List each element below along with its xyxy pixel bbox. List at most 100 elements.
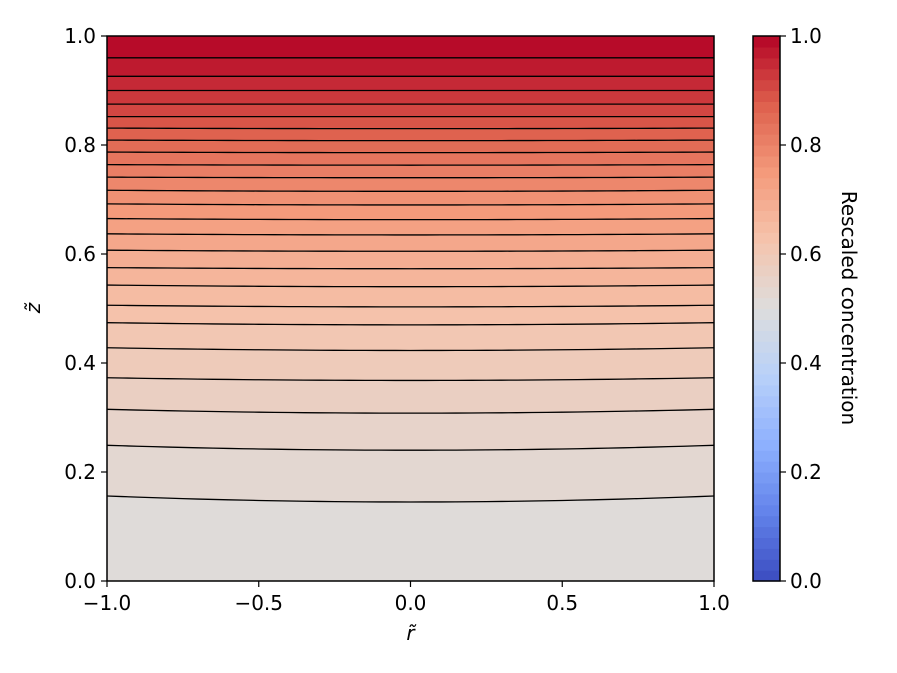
y-tick-label: 0.8 [64, 133, 96, 157]
colorbar-segment [753, 570, 780, 582]
colorbar-segment [753, 504, 780, 517]
colorbar-segment [753, 68, 780, 81]
contour-fill-band [107, 189, 714, 206]
colorbar-segment [753, 90, 780, 102]
y-axis-label: z̃ [21, 302, 45, 314]
y-tick-label: 0.2 [64, 460, 96, 484]
colorbar-tick-label: 0.8 [790, 133, 822, 157]
contour-line [107, 189, 714, 192]
colorbar [753, 36, 780, 582]
x-axis-label: r̃ [406, 621, 417, 645]
colorbar-segment [753, 264, 780, 277]
colorbar-segment [753, 79, 780, 92]
contour-fill-band [107, 127, 714, 141]
colorbar-segment [753, 515, 780, 528]
contour-line [107, 151, 714, 154]
colorbar-segment [753, 145, 780, 157]
contour-line [107, 176, 714, 179]
colorbar-tick-label: 1.0 [790, 24, 822, 48]
colorbar-segment [753, 384, 780, 397]
colorbar-segment [753, 352, 780, 364]
x-tick-label: −1.0 [83, 591, 132, 615]
contour-fill-band [107, 267, 714, 287]
contour-line [107, 347, 714, 352]
colorbar-segment [753, 341, 780, 353]
colorbar-segment [753, 428, 780, 440]
contour-fill-band [107, 495, 714, 581]
contour-line [107, 322, 714, 326]
colorbar-segment [753, 177, 780, 190]
contour-fill-band [107, 116, 714, 129]
x-tick-label: 1.0 [698, 591, 730, 615]
contour-fill-band [107, 76, 714, 91]
contour-fill-band [107, 103, 714, 117]
contour-fill-band [107, 139, 714, 153]
plot-area [107, 36, 714, 581]
contour-line [107, 217, 714, 221]
contour-line [107, 203, 714, 206]
colorbar-segment [753, 57, 780, 70]
contour-fill-band [107, 57, 714, 77]
contour-fill-band [107, 36, 714, 59]
colorbar-segment [753, 112, 780, 124]
colorbar-segment [753, 537, 780, 549]
contour-fill-band [107, 203, 714, 220]
contour-fill-band [107, 444, 714, 503]
colorbar-segment [753, 319, 780, 331]
x-tick-label: −0.5 [234, 591, 283, 615]
colorbar-segment [753, 461, 780, 473]
contour-fill-band [107, 233, 714, 252]
contour-line [107, 139, 714, 142]
contour-fill-band [107, 151, 714, 166]
colorbar-segment [753, 243, 780, 255]
colorbar-tick-label: 0.6 [790, 242, 822, 266]
colorbar-segment [753, 232, 780, 244]
colorbar-segment [753, 166, 780, 179]
contour-fill-band [107, 284, 714, 308]
colorbar-segment [753, 548, 780, 560]
colorbar-segment [753, 36, 780, 48]
colorbar-segment [753, 286, 780, 299]
contour-line [107, 249, 714, 252]
colorbar-frame [752, 35, 781, 582]
colorbar-segment [753, 155, 780, 168]
colorbar-segment [753, 439, 780, 451]
colorbar-segment [753, 330, 780, 342]
colorbar-segment [753, 363, 780, 375]
colorbar-segment [753, 101, 780, 113]
x-tick-label: 0.0 [395, 591, 427, 615]
x-tick-label: 0.5 [546, 591, 578, 615]
y-tick-label: 0.0 [64, 569, 96, 593]
contour-line [107, 163, 714, 166]
colorbar-segment [753, 275, 780, 288]
contour-fill-band [107, 409, 714, 451]
colorbar-tick-label: 0.2 [790, 460, 822, 484]
colorbar-axis: 0.0 0.2 0.4 0.6 0.8 1.0 [780, 24, 822, 593]
contour-fill-band [107, 176, 714, 192]
colorbar-segment [753, 134, 780, 146]
y-tick-label: 1.0 [64, 24, 96, 48]
colorbar-segment [753, 199, 780, 211]
contour-fill-band [107, 304, 714, 326]
colorbar-segment [753, 297, 780, 310]
contour-line [107, 304, 714, 308]
y-tick-label: 0.6 [64, 242, 96, 266]
colorbar-segment [753, 417, 780, 429]
contour-fill-band [107, 322, 714, 351]
colorbar-segment [753, 123, 780, 135]
colorbar-segment [753, 526, 780, 538]
colorbar-segment [753, 373, 780, 386]
colorbar-segment [753, 221, 780, 233]
contour-fill-band [107, 347, 714, 381]
colorbar-segment [753, 46, 780, 59]
contour-line [107, 266, 714, 270]
colorbar-segment [753, 472, 780, 484]
contour-line [107, 495, 714, 503]
colorbar-segment [753, 406, 780, 419]
colorbar-segment [753, 254, 780, 266]
colorbar-segment [753, 308, 780, 320]
contour-fill-bands [107, 36, 714, 581]
contour-fill-band [107, 218, 714, 236]
contour-fill-band [107, 164, 714, 178]
